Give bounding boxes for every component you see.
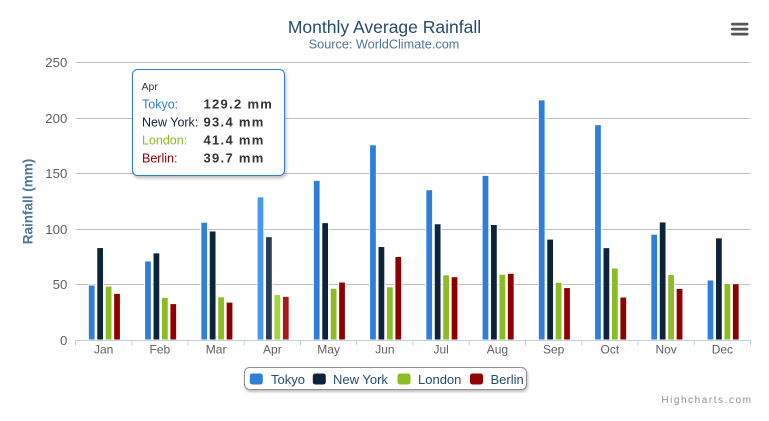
svg-text:Rainfall (mm): Rainfall (mm) [21, 159, 36, 245]
svg-text:41.4 mm: 41.4 mm [204, 133, 265, 148]
svg-text:Feb: Feb [150, 343, 171, 357]
svg-text:Berlin:: Berlin: [142, 152, 177, 166]
svg-text:Dec: Dec [712, 343, 733, 357]
svg-text:New York: New York [333, 372, 388, 387]
svg-text:New York:: New York: [142, 116, 198, 130]
svg-text:Tokyo: Tokyo [271, 372, 305, 387]
svg-text:Aug: Aug [487, 343, 508, 357]
svg-text:Oct: Oct [601, 343, 620, 357]
svg-text:50: 50 [53, 277, 68, 292]
svg-text:129.2 mm: 129.2 mm [204, 97, 274, 112]
svg-text:Mar: Mar [206, 343, 227, 357]
svg-text:250: 250 [45, 55, 67, 70]
svg-text:Apr: Apr [263, 343, 282, 357]
svg-text:Jul: Jul [433, 343, 448, 357]
svg-text:May: May [317, 343, 340, 357]
svg-text:0: 0 [60, 333, 67, 348]
svg-text:Jun: Jun [375, 343, 394, 357]
svg-text:39.7 mm: 39.7 mm [204, 151, 265, 166]
svg-text:Apr: Apr [142, 81, 159, 93]
svg-text:London: London [418, 372, 461, 387]
svg-text:Tokyo:: Tokyo: [142, 98, 178, 112]
svg-text:200: 200 [45, 111, 67, 126]
svg-text:London:: London: [142, 134, 187, 148]
svg-text:150: 150 [45, 166, 67, 181]
svg-text:Monthly Average Rainfall: Monthly Average Rainfall [288, 17, 481, 37]
svg-text:Berlin: Berlin [491, 372, 524, 387]
svg-text:Highcharts.com: Highcharts.com [661, 395, 752, 406]
svg-text:Nov: Nov [655, 343, 676, 357]
svg-text:Jan: Jan [94, 343, 113, 357]
svg-text:Sep: Sep [543, 343, 565, 357]
svg-text:100: 100 [45, 222, 67, 237]
svg-text:Source: WorldClimate.com: Source: WorldClimate.com [309, 38, 460, 52]
svg-text:93.4 mm: 93.4 mm [204, 115, 265, 130]
